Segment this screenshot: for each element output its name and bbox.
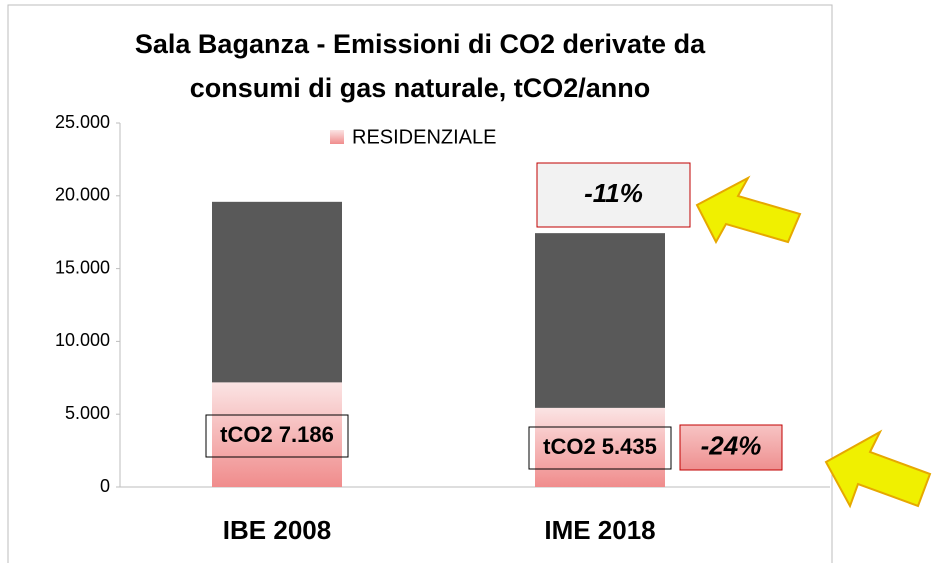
legend-swatch	[330, 130, 344, 144]
chart-title: Sala Baganza - Emissioni di CO2 derivate…	[134, 29, 706, 103]
arrow	[695, 175, 802, 245]
label-box	[205, 414, 349, 458]
data-label: tCO2 5.435	[543, 434, 657, 459]
bar-segment	[535, 233, 665, 408]
y-tick-label: 5.000	[65, 403, 110, 423]
y-tick-label: 15.000	[55, 257, 110, 277]
annotation: -24%	[701, 430, 762, 460]
y-tick-label: 20.000	[55, 185, 110, 205]
annotation-box	[679, 424, 783, 471]
y-tick-label: 10.000	[55, 330, 110, 350]
arrow	[824, 429, 932, 509]
label-box	[528, 426, 672, 470]
annotation-box	[536, 162, 691, 228]
data-label: tCO2 7.186	[220, 422, 334, 447]
y-tick-label: 25.000	[55, 112, 110, 132]
bar-segment	[212, 382, 342, 487]
annotation: -11%	[584, 178, 643, 208]
x-tick-label: IBE 2008	[223, 515, 331, 545]
y-tick-label: 0	[100, 476, 110, 496]
x-tick-label: IME 2018	[544, 515, 655, 545]
legend-label: RESIDENZIALE	[352, 126, 496, 148]
bar-segment	[535, 407, 665, 487]
bar-segment	[212, 201, 342, 383]
